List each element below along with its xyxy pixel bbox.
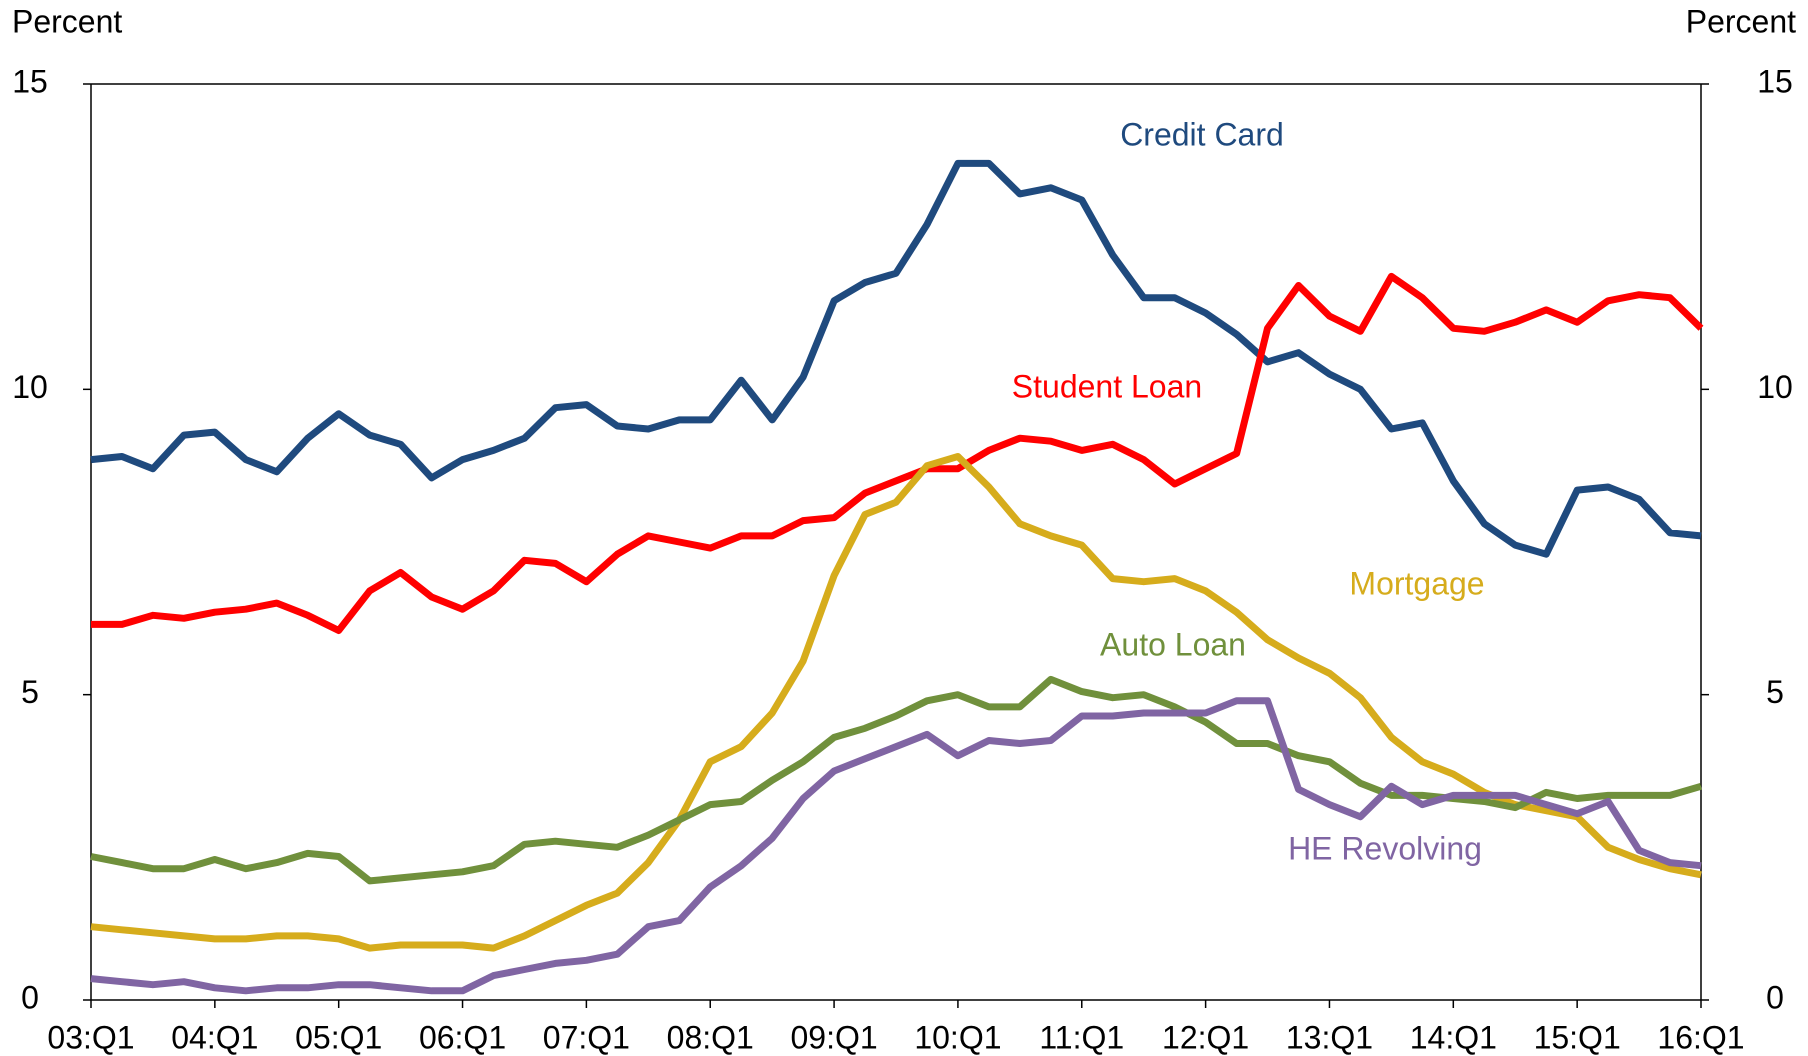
series-label: Student Loan bbox=[1012, 368, 1202, 404]
y2-tick-label: 5 bbox=[1766, 674, 1784, 710]
y-tick-label: 15 bbox=[12, 63, 48, 99]
x-tick-label: 06:Q1 bbox=[419, 1019, 506, 1055]
x-tick-label: 11:Q1 bbox=[1039, 1019, 1124, 1055]
y-tick-label: 10 bbox=[12, 369, 48, 405]
y2-tick-label: 10 bbox=[1757, 369, 1793, 405]
series-line bbox=[90, 453, 1702, 952]
y2-tick-label: 0 bbox=[1766, 979, 1784, 1015]
series-label: Auto Loan bbox=[1100, 626, 1246, 662]
x-tick-label: 04:Q1 bbox=[171, 1019, 258, 1055]
y2-tick-label: 15 bbox=[1757, 63, 1793, 99]
x-tick-label: 15:Q1 bbox=[1534, 1019, 1621, 1055]
series-label: HE Revolving bbox=[1288, 830, 1482, 866]
y-tick-label: 5 bbox=[21, 674, 39, 710]
x-tick-label: 13:Q1 bbox=[1286, 1019, 1373, 1055]
series-line bbox=[91, 272, 1704, 634]
x-tick-label: 10:Q1 bbox=[914, 1019, 1001, 1055]
series-label: Credit Card bbox=[1120, 116, 1284, 152]
series-line bbox=[90, 675, 1702, 885]
x-tick-label: 08:Q1 bbox=[667, 1019, 754, 1055]
series-label: Mortgage bbox=[1349, 565, 1484, 601]
x-tick-label: 05:Q1 bbox=[295, 1019, 382, 1055]
y-tick-label: 0 bbox=[21, 979, 39, 1015]
x-tick-label: 09:Q1 bbox=[790, 1019, 877, 1055]
y2-axis-label: Percent bbox=[1686, 3, 1796, 39]
series-line bbox=[90, 697, 1702, 995]
x-tick-label: 03:Q1 bbox=[47, 1019, 134, 1055]
x-tick-label: 16:Q1 bbox=[1657, 1019, 1744, 1055]
y-axis-label: Percent bbox=[12, 3, 122, 39]
series-line bbox=[90, 159, 1702, 558]
x-tick-label: 07:Q1 bbox=[543, 1019, 630, 1055]
x-tick-label: 12:Q1 bbox=[1162, 1019, 1249, 1055]
x-tick-label: 14:Q1 bbox=[1410, 1019, 1497, 1055]
